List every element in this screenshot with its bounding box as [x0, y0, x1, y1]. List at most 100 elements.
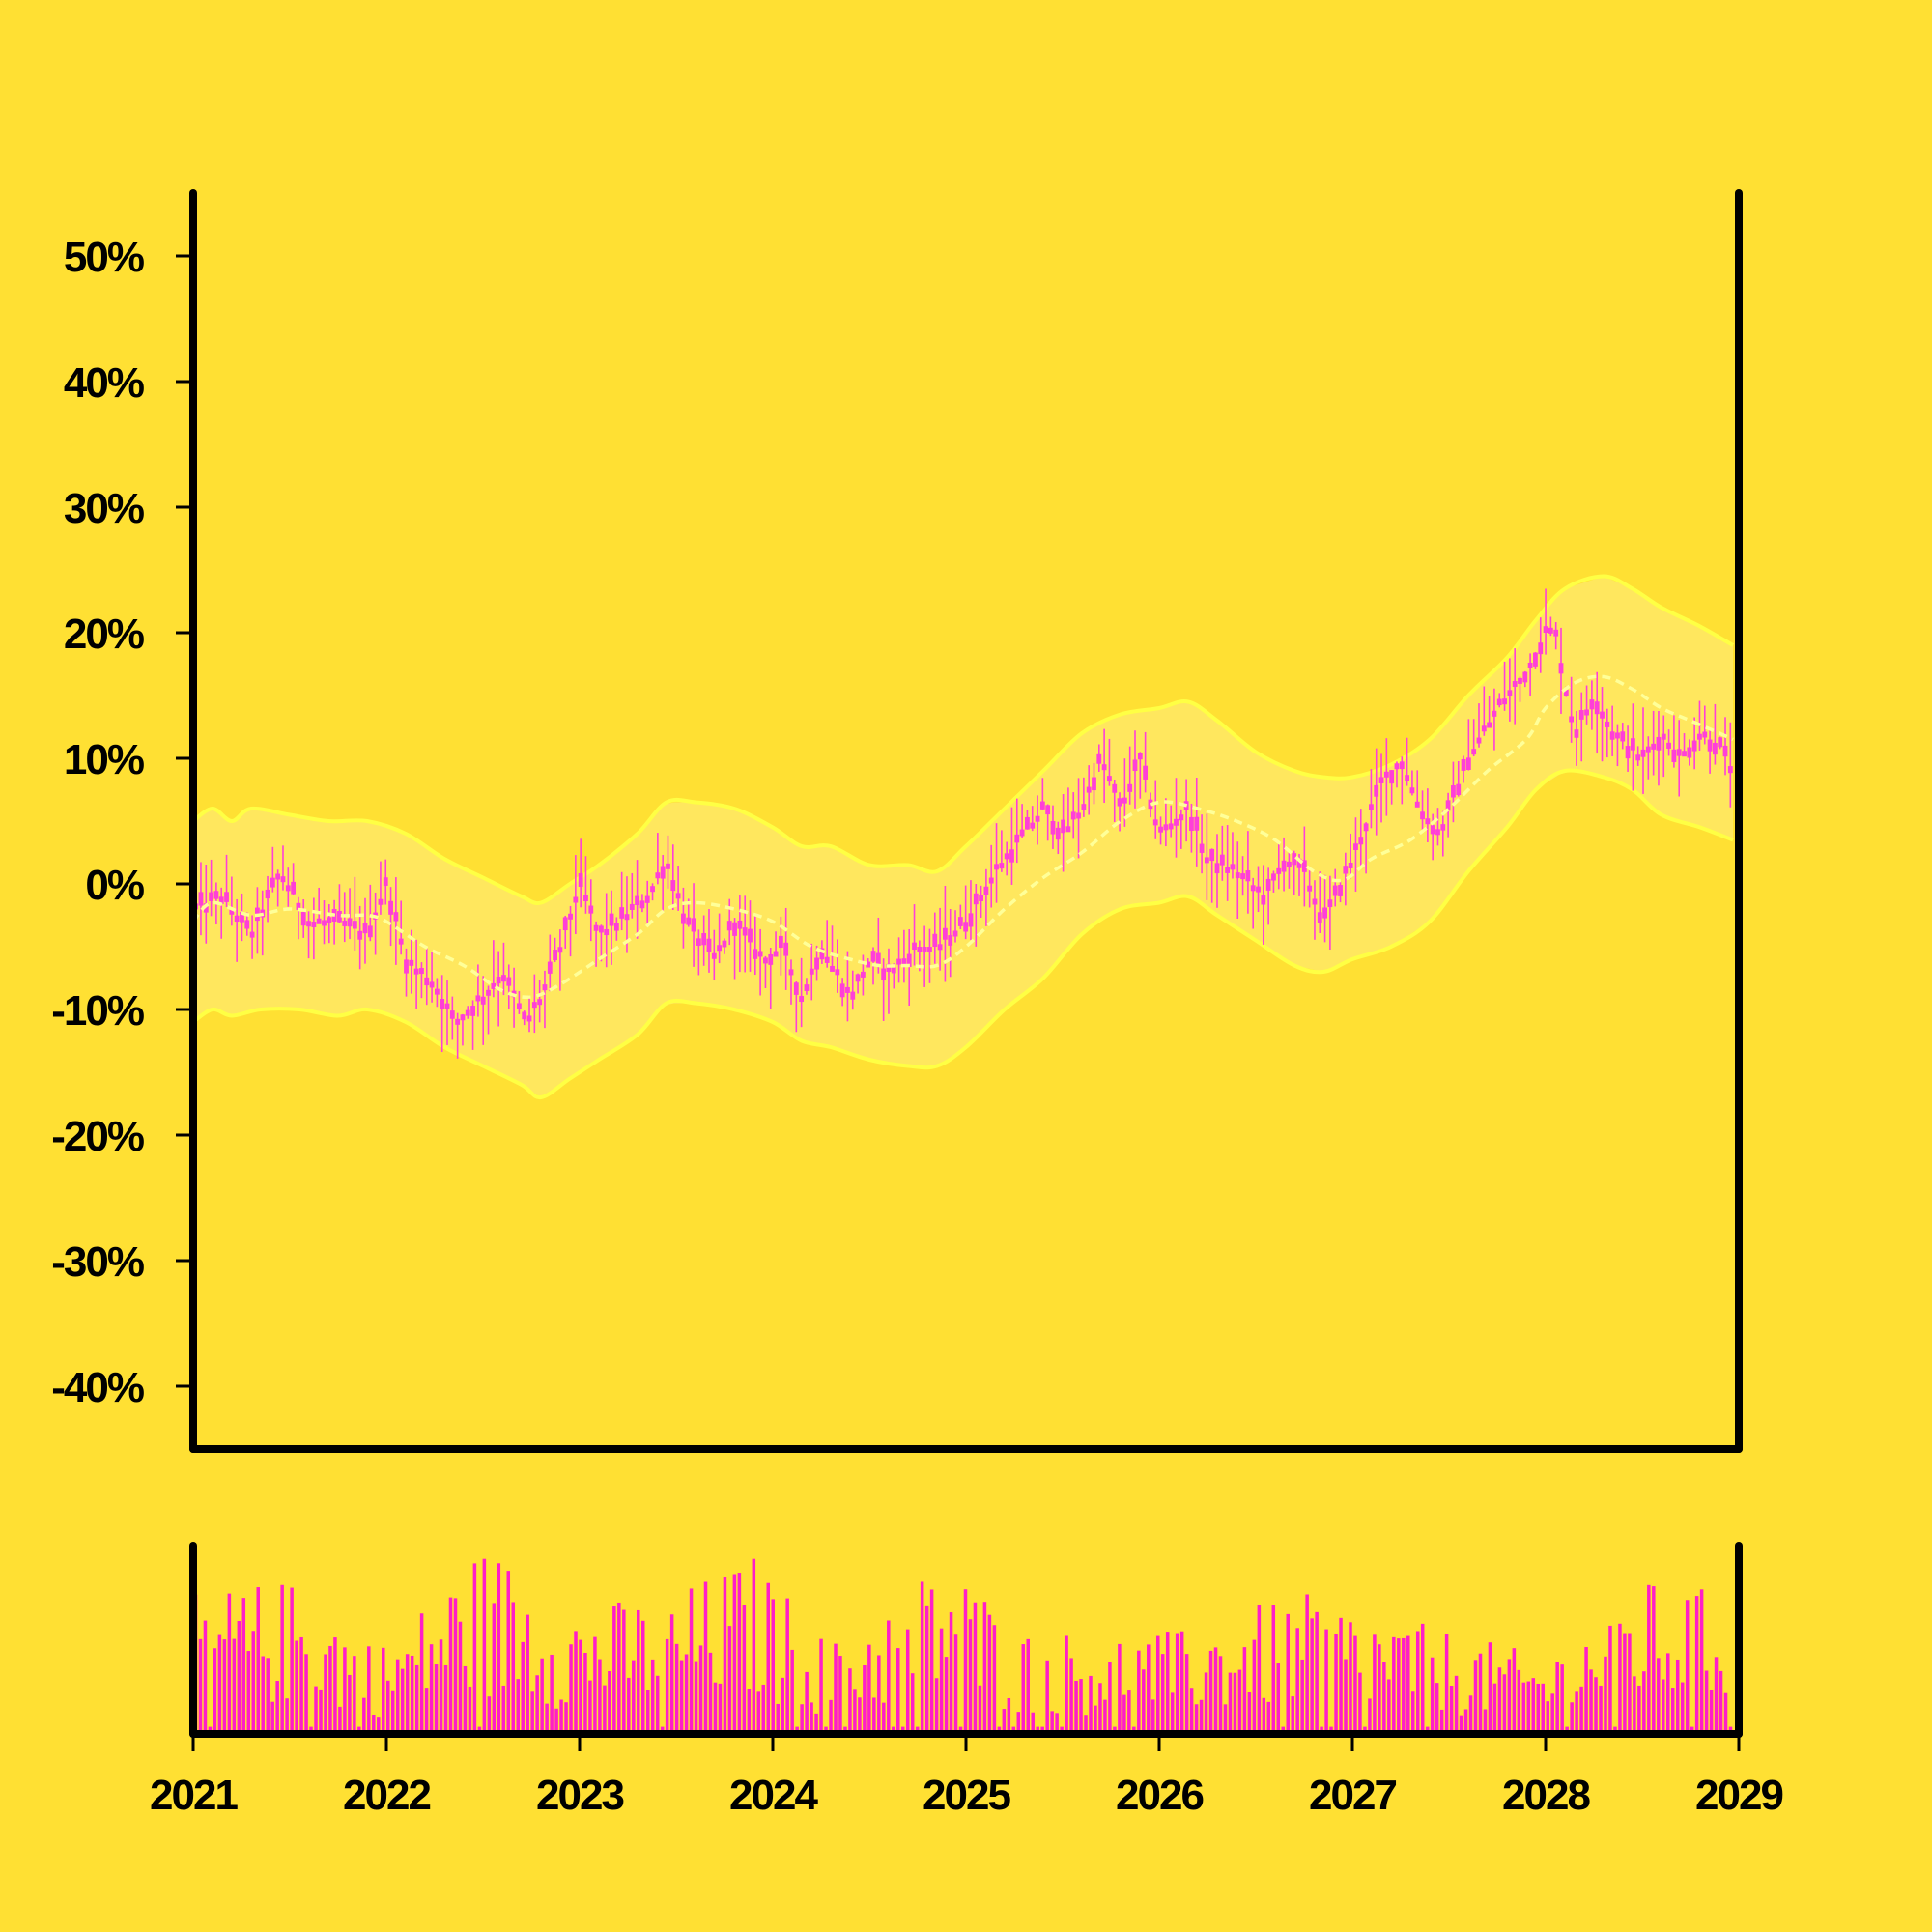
volume-bar [497, 1563, 501, 1734]
candle [409, 929, 414, 994]
volume-bar [1478, 1653, 1483, 1734]
candle-body [1553, 629, 1559, 637]
volume-bar [872, 1697, 876, 1734]
candle-body [393, 912, 399, 922]
candle-body [1332, 885, 1338, 896]
volume-bar [1459, 1715, 1463, 1734]
candle-body [835, 969, 840, 976]
candle-body [891, 967, 896, 974]
candle-body [265, 889, 270, 899]
candle-body [516, 1003, 522, 1009]
volume-bar [718, 1683, 723, 1734]
candle-body [1476, 737, 1482, 744]
candle-body [1107, 776, 1112, 782]
candle [1399, 756, 1405, 805]
candle-body [1430, 825, 1435, 835]
candle [449, 996, 455, 1040]
axis-layer [176, 189, 1743, 1751]
candle [968, 880, 974, 941]
candle [1039, 778, 1045, 810]
candle-body [1707, 739, 1713, 752]
candle-body [409, 959, 414, 966]
candle-body [413, 968, 419, 975]
candle [1405, 737, 1410, 786]
candle [1035, 795, 1040, 845]
candle-body [342, 920, 348, 926]
volume-bar [535, 1675, 539, 1734]
candle-body [1312, 898, 1318, 905]
volume-bar [987, 1614, 992, 1734]
candle [866, 958, 871, 968]
candle-body [896, 958, 901, 965]
candle-body [1435, 829, 1440, 836]
candle-body [1487, 722, 1492, 728]
candle-body [270, 877, 275, 888]
volume-bar [458, 1621, 463, 1734]
volume-bar [1502, 1674, 1507, 1734]
candle-body [1301, 860, 1307, 872]
y-tick-label: 10% [64, 736, 144, 783]
candle [845, 951, 850, 1022]
volume-bar [944, 1657, 949, 1734]
candle-body [1240, 873, 1245, 880]
candle-body [675, 893, 681, 899]
volume-bar [1589, 1669, 1593, 1734]
volume-bar [1623, 1633, 1627, 1734]
candle [547, 934, 553, 992]
candle [1425, 788, 1431, 842]
candle-body [666, 863, 670, 869]
candle-body [1625, 746, 1631, 759]
candle [932, 912, 938, 964]
candle [1014, 798, 1020, 864]
candle-body [927, 947, 932, 952]
candle-body [1697, 733, 1702, 740]
volume-bar [1016, 1712, 1021, 1734]
candle-body [1518, 677, 1522, 684]
volume-bar [222, 1639, 227, 1734]
candle [1374, 748, 1379, 836]
candle [1605, 708, 1610, 758]
candle-body [1671, 749, 1677, 762]
candle [413, 939, 419, 1009]
candle [1158, 816, 1163, 845]
candle-body [531, 1002, 537, 1009]
volume-bar [1118, 1643, 1122, 1734]
candle-body [932, 933, 938, 947]
x-tick-label: 2027 [1309, 1772, 1396, 1819]
volume-bar [367, 1646, 371, 1734]
volume-bar [1536, 1683, 1541, 1734]
volume-bar [1358, 1672, 1362, 1734]
volume-bar [1084, 1715, 1088, 1734]
candle-body [830, 965, 835, 972]
candle [1092, 762, 1096, 805]
volume-bar [882, 1702, 886, 1734]
candle [1179, 809, 1184, 849]
candle-body [711, 952, 717, 959]
candle [1245, 831, 1251, 914]
volume-bar [1463, 1709, 1468, 1734]
volume-bar [1266, 1701, 1271, 1734]
volume-bar [390, 1690, 395, 1734]
candle-body [1250, 885, 1256, 892]
volume-bar [1521, 1682, 1526, 1734]
candle [1496, 693, 1502, 708]
volume-bar [939, 1628, 944, 1734]
volume-bar [684, 1654, 689, 1734]
volume-bar [545, 1703, 549, 1734]
candle [973, 884, 979, 947]
x-tick-label: 2026 [1116, 1772, 1203, 1819]
candle-body [480, 996, 486, 1005]
volume-bar [1652, 1586, 1656, 1734]
candle [629, 872, 635, 919]
candle [1615, 724, 1620, 767]
volume-bar [1666, 1653, 1670, 1734]
volume-bar [275, 1681, 279, 1734]
volume-bar [867, 1644, 871, 1734]
candle-body [1445, 800, 1451, 811]
candle [562, 915, 568, 949]
candle-body [1615, 732, 1620, 739]
volume-bar [1483, 1709, 1488, 1734]
volume-bar [569, 1644, 573, 1734]
candle [1286, 852, 1292, 889]
candle-body [609, 913, 614, 926]
